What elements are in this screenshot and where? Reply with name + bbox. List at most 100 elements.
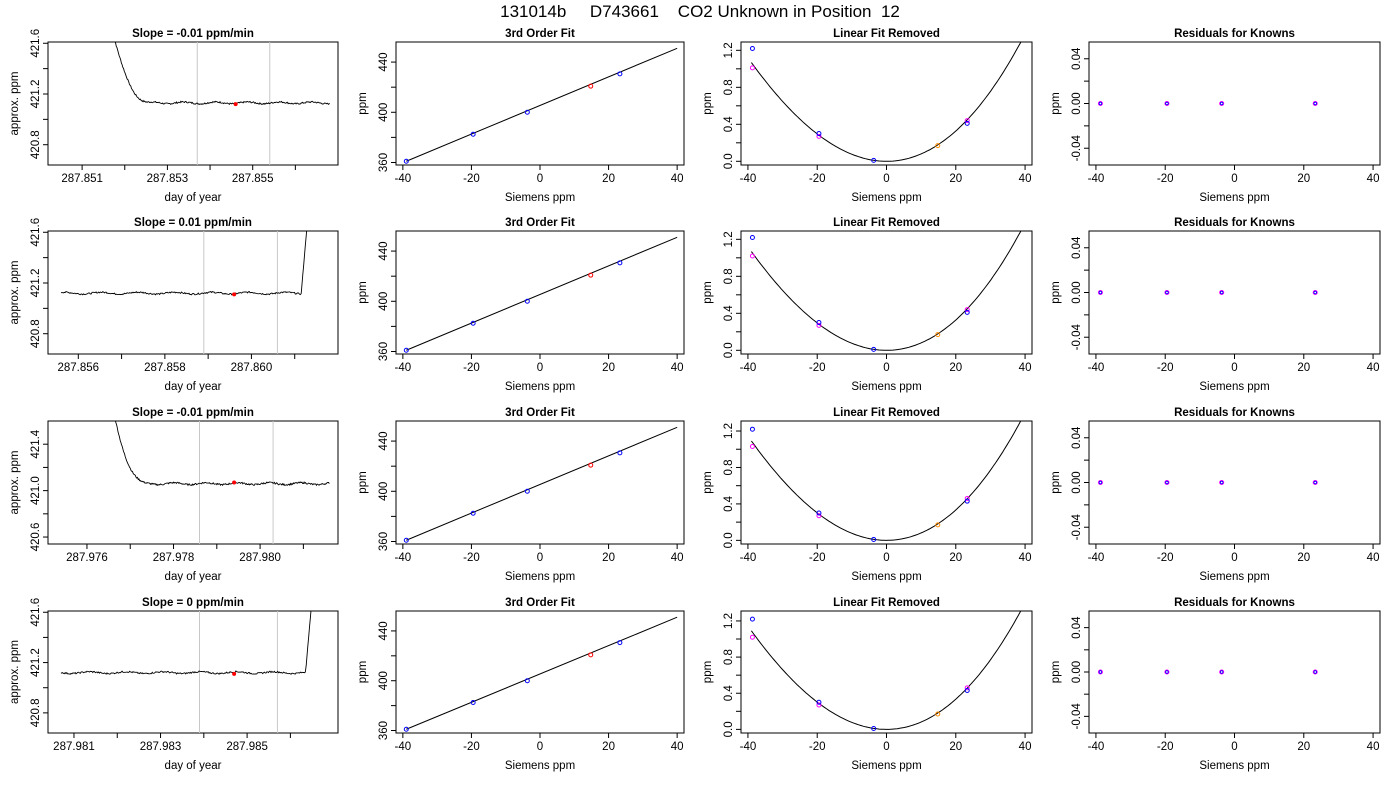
residual-point (1165, 670, 1169, 674)
x-tick-label: -20 (1157, 362, 1174, 374)
chart-title: 3rd Order Fit (505, 217, 575, 229)
chart-panel-linear_removed-4: Linear Fit Removed -40 -20 0 20 40 0.0 0.4 0.8 1.… (702, 597, 1033, 772)
unknown-point (935, 332, 941, 338)
residual-point-outer (1097, 101, 1103, 106)
y-tick-label: 0.00 (1071, 92, 1083, 114)
y-tick-label: 440 (378, 621, 390, 640)
known-point (964, 498, 970, 504)
y-tick-label: 0.4 (723, 116, 735, 133)
y-axis-label: ppm (702, 471, 714, 493)
x-axis-label: Siemens ppm (851, 760, 921, 772)
y-axis-label: ppm (1050, 281, 1062, 303)
known-point (871, 346, 877, 352)
chart-title: Linear Fit Removed (833, 28, 940, 40)
known-point (403, 347, 409, 353)
known-point (749, 426, 755, 432)
residual-point-outer (1219, 101, 1225, 106)
y-tick-label: -0.04 (1071, 135, 1083, 162)
y-tick-label: 440 (378, 241, 390, 260)
plot-area (60, 231, 308, 354)
y-tick-label: 0.04 (1071, 616, 1083, 639)
sample-marker (232, 480, 237, 485)
x-tick-label: 287.980 (239, 552, 281, 564)
plot-frame (395, 41, 685, 166)
y-tick-label: 0.0 (723, 342, 735, 358)
known-point (964, 309, 970, 315)
plot-area (115, 421, 330, 544)
y-tick-label: 421.6 (30, 218, 42, 247)
y-tick-label: 421.2 (30, 80, 42, 109)
reference-point (816, 133, 822, 139)
chart-panel-timeseries-3: Slope = -0.01 ppm/min 287.976 287.978 287.9… (9, 407, 339, 583)
y-tick-label: 0.00 (1071, 661, 1083, 683)
sample-marker (233, 102, 238, 107)
x-tick-label: 40 (1367, 552, 1380, 564)
unknown-point (935, 711, 941, 717)
data-trace (60, 611, 312, 675)
plot-frame (1088, 41, 1381, 166)
x-tick-label: 20 (1297, 173, 1310, 185)
x-tick-label: 20 (602, 552, 615, 564)
unknown-point (588, 652, 594, 658)
y-tick-label: 400 (378, 292, 390, 311)
y-tick-label: 421.2 (30, 269, 42, 298)
x-tick-label: -20 (463, 362, 480, 374)
x-tick-label: 40 (671, 362, 684, 374)
x-tick-label: 287.985 (226, 741, 268, 753)
x-tick-label: -40 (395, 362, 412, 374)
residual-point-outer (1219, 290, 1225, 295)
reference-point (749, 444, 755, 450)
y-axis-label: approx. ppm (9, 72, 21, 136)
chart-panel-residuals-1: Residuals for Knowns -40 -20 0 20 40 -0.04 0.00… (1050, 28, 1381, 204)
known-point (871, 725, 877, 731)
y-tick-label: 0.00 (1071, 471, 1083, 493)
plot-area (1097, 480, 1318, 485)
known-point (617, 260, 623, 266)
plot-frame (1088, 420, 1381, 545)
x-axis-label: Siemens ppm (851, 192, 921, 204)
plot-area (403, 616, 678, 732)
chart-title: Linear Fit Removed (833, 597, 940, 609)
x-axis-label: Siemens ppm (505, 381, 575, 393)
x-axis-label: Siemens ppm (505, 571, 575, 583)
x-tick-label: -40 (1088, 173, 1105, 185)
data-trace (114, 42, 330, 106)
x-tick-label: 0 (537, 552, 543, 564)
y-tick-label: 1.2 (723, 423, 735, 439)
residual-point-outer (1312, 290, 1318, 295)
known-point (749, 45, 755, 51)
plot-frame (1088, 230, 1381, 355)
x-tick-label: 0 (883, 552, 889, 564)
sample-marker (232, 671, 237, 676)
y-tick-label: 360 (378, 342, 390, 361)
x-tick-label: 0 (537, 173, 543, 185)
plot-area (749, 611, 1022, 731)
x-tick-label: 0 (537, 362, 543, 374)
chart-title: Slope = -0.01 ppm/min (132, 28, 254, 40)
plot-area (114, 42, 330, 165)
x-tick-label: 40 (671, 741, 684, 753)
plot-area (749, 231, 1022, 352)
x-axis-label: Siemens ppm (851, 381, 921, 393)
residual-point (1098, 290, 1103, 295)
y-tick-label: -0.04 (1071, 324, 1083, 351)
chart-title: Residuals for Knowns (1174, 597, 1295, 609)
y-axis-label: ppm (357, 471, 369, 493)
y-tick-label: 1.2 (723, 231, 735, 247)
known-point (617, 640, 623, 646)
known-point (403, 537, 409, 543)
x-tick-label: 20 (602, 173, 615, 185)
x-tick-label: 40 (671, 173, 684, 185)
plot-frame (395, 230, 685, 355)
x-tick-label: 287.981 (53, 741, 95, 753)
plot-frame (47, 41, 339, 166)
x-tick-label: 40 (671, 552, 684, 564)
x-axis-label: Siemens ppm (1199, 760, 1269, 772)
y-tick-label: 0.00 (1071, 281, 1083, 303)
plot-area (749, 42, 1022, 163)
fit-line (406, 47, 678, 162)
x-tick-label: -40 (740, 741, 757, 753)
residual-point-outer (1164, 480, 1170, 485)
residual-point-outer (1097, 480, 1103, 485)
fit-line (406, 426, 678, 541)
